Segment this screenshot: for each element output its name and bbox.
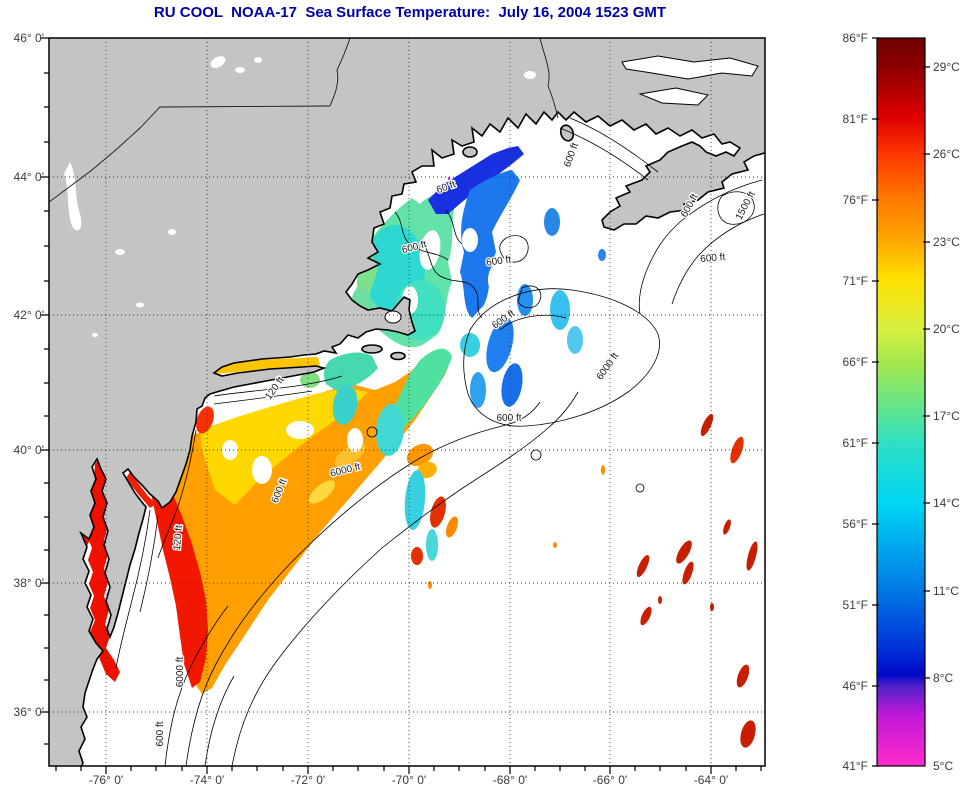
colorbar-c-label: 14°C [933,496,960,510]
colorbar: 86°F 81°F 76°F 71°F 66°F 61°F 56°F 51°F … [843,31,961,773]
colorbar-f-ticks [872,37,879,767]
colorbar-f-label: 81°F [843,112,868,126]
contour-label: 600 ft [485,254,512,268]
x-tick-label: -64° 0' [694,773,728,787]
x-axis-labels: -76° 0' -74° 0' -72° 0' -70° 0' -68° 0' … [89,773,728,787]
colorbar-f-label: 86°F [843,31,868,45]
colorbar-c-label: 17°C [933,409,960,423]
y-tick-label: 42° 0' [14,308,44,322]
y-axis-labels: 46° 0' 44° 0' 42° 0' 40° 0' 38° 0' 36° 0… [14,31,44,719]
colorbar-c-label: 5°C [933,759,953,773]
colorbar-c-label: 23°C [933,235,960,249]
x-tick-label: -76° 0' [89,773,123,787]
contour-label: 600 ft [700,252,726,265]
colorbar-f-label: 76°F [843,193,868,207]
y-tick-label: 38° 0' [14,576,44,590]
bathymetry-contours [115,117,765,766]
land-mainland [49,38,765,766]
colorbar-f-label: 56°F [843,517,868,531]
contour-label: 600 ft [155,721,166,746]
colorbar-c-label: 26°C [933,147,960,161]
x-tick-label: -66° 0' [593,773,627,787]
colorbar-f-label: 41°F [843,759,868,773]
colorbar-f-label: 66°F [843,355,868,369]
sst-field [70,146,758,748]
contour-label: 120 ft [172,525,185,551]
inland-water [64,55,759,337]
y-tick-label: 46° 0' [14,31,44,45]
colorbar-c-label: 8°C [933,671,953,685]
graticule [49,38,765,766]
plot-frame [48,37,766,767]
colorbar-gradient [876,37,926,767]
cloud-gaps [222,228,512,492]
y-tick-label: 40° 0' [14,443,44,457]
colorbar-c-ticks [923,66,930,679]
colorbar-c-label: 11°C [933,584,959,598]
colorbar-celsius-labels: 29°C 26°C 23°C 20°C 17°C 14°C 11°C 8°C 5… [933,60,960,773]
y-tick-label: 44° 0' [14,170,44,184]
colorbar-c-label: 20°C [933,322,960,336]
state-borders [49,38,559,203]
colorbar-c-label: 29°C [933,60,960,74]
map-title: RU COOL NOAA-17 Sea Surface Temperature:… [153,4,667,21]
contour-label: 6000 ft [175,656,186,687]
contour-label: 600 ft [496,413,521,424]
colorbar-f-label: 46°F [843,679,868,693]
y-tick-label: 36° 0' [14,705,44,719]
colorbar-f-label: 61°F [843,436,868,450]
axis-ticks [41,37,762,774]
x-tick-label: -74° 0' [190,773,224,787]
islands [361,124,575,361]
x-tick-label: -72° 0' [291,773,325,787]
colorbar-f-label: 51°F [843,598,868,612]
colorbar-f-label: 71°F [843,274,868,288]
x-tick-label: -68° 0' [493,773,527,787]
colorbar-fahrenheit-labels: 86°F 81°F 76°F 71°F 66°F 61°F 56°F 51°F … [843,31,868,773]
x-tick-label: -70° 0' [392,773,426,787]
